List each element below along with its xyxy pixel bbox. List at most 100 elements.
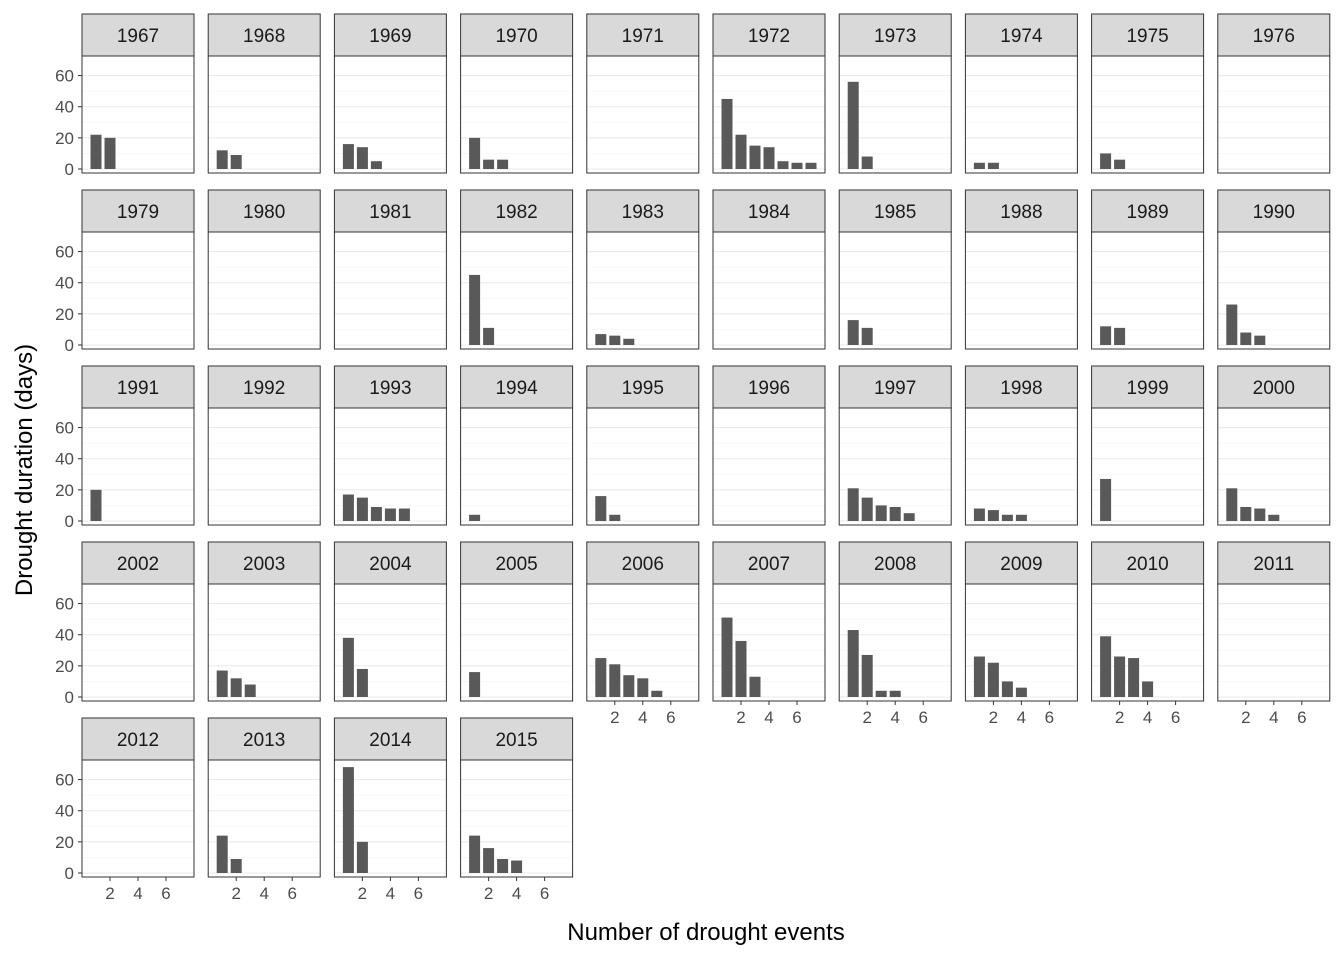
facet-panel-1968: 1968 [207, 13, 321, 174]
facet-panel-2012: 2012 0 20 40 60 2 4 6 [55, 717, 195, 903]
bar [469, 137, 481, 169]
facet-strip [712, 189, 826, 233]
y-axis-title: Drought duration (days) [11, 344, 38, 596]
bar [749, 145, 761, 169]
facet-panel-2005: 2005 [460, 541, 574, 702]
facet-strip [1217, 189, 1331, 233]
facet-panel-2002: 2002 0 20 40 60 [55, 541, 195, 707]
x-tick-label: 6 [161, 884, 170, 903]
bar [1226, 304, 1238, 345]
panel-border [460, 583, 574, 702]
bar [875, 690, 887, 697]
facet-panel-1975: 1975 [1091, 13, 1205, 174]
panel-border [964, 407, 1078, 526]
panel-border [838, 231, 952, 350]
facet-strip-label: 1988 [1000, 202, 1042, 223]
bar [1100, 326, 1112, 345]
facet-strip-label: 1983 [622, 202, 664, 223]
x-tick-label: 6 [1297, 708, 1306, 727]
panel-border [207, 407, 321, 526]
bar [370, 161, 382, 169]
bar [469, 835, 481, 873]
bar [595, 496, 607, 521]
bar [216, 150, 228, 169]
bar [1100, 478, 1112, 521]
facet-strip-label: 1998 [1000, 378, 1042, 399]
x-tick-label: 6 [666, 708, 675, 727]
facet-strip [1091, 189, 1205, 233]
x-tick-label: 4 [512, 884, 521, 903]
bar [1268, 514, 1280, 521]
x-tick-label: 2 [1115, 708, 1124, 727]
bar [1240, 332, 1252, 345]
facet-strip-label: 1976 [1253, 26, 1295, 47]
facet-strip-label: 1974 [1000, 26, 1043, 47]
panel-border [586, 407, 700, 526]
facet-panel-1973: 1973 [838, 13, 952, 174]
facet-strip-label: 1995 [622, 378, 664, 399]
panel-border [1091, 407, 1205, 526]
bar [1114, 159, 1126, 169]
bar [104, 137, 116, 169]
bar [609, 335, 621, 345]
facet-panel-1971: 1971 [586, 13, 700, 174]
bar [370, 506, 382, 521]
bar [791, 162, 803, 169]
bar [749, 676, 761, 697]
bar [973, 656, 985, 697]
facet-strip [1091, 365, 1205, 409]
y-tick-label: 40 [55, 802, 74, 821]
bar [469, 514, 481, 521]
y-tick-label: 20 [55, 305, 74, 324]
bar [483, 159, 495, 169]
panel-border [333, 583, 447, 702]
bar [469, 274, 481, 345]
panel-border [1217, 407, 1331, 526]
bar [987, 662, 999, 697]
bar [90, 134, 102, 169]
x-tick-label: 4 [386, 884, 395, 903]
facet-panel-1989: 1989 [1091, 189, 1205, 350]
facet-strip-label: 1968 [243, 26, 285, 47]
facet-strip-label: 1981 [369, 202, 411, 223]
facet-panel-1994: 1994 [460, 365, 574, 526]
facet-strip-label: 1975 [1126, 26, 1168, 47]
facet-strip [81, 13, 195, 57]
facet-strip [964, 13, 1078, 57]
facet-panel-2003: 2003 [207, 541, 321, 702]
bar [497, 159, 509, 169]
facet-strip-label: 1996 [748, 378, 790, 399]
bar [90, 489, 102, 521]
bar [497, 858, 509, 873]
facet-strip-label: 1967 [117, 26, 159, 47]
facet-strip-label: 1971 [622, 26, 664, 47]
facet-strip-label: 2008 [874, 554, 916, 575]
facet-strip-label: 2013 [243, 730, 285, 751]
facet-panel-1993: 1993 [333, 365, 447, 526]
facet-strip-label: 1973 [874, 26, 916, 47]
bar [1100, 153, 1112, 169]
facet-panel-1988: 1988 [964, 189, 1078, 350]
facet-panel-1984: 1984 [712, 189, 826, 350]
facet-panel-2006: 2006 2 4 6 [586, 541, 700, 727]
bar [216, 670, 228, 697]
facet-strip-label: 1989 [1126, 202, 1168, 223]
facet-panel-2008: 2008 2 4 6 [838, 541, 952, 727]
facet-panel-1970: 1970 [460, 13, 574, 174]
facet-strip [586, 13, 700, 57]
x-tick-label: 4 [890, 708, 899, 727]
bar [342, 637, 354, 697]
facet-strip [586, 365, 700, 409]
panel-border [586, 231, 700, 350]
y-tick-label: 60 [55, 419, 74, 438]
y-tick-label: 0 [65, 160, 74, 179]
facet-panel-1995: 1995 [586, 365, 700, 526]
bar [777, 161, 789, 169]
bar [356, 147, 368, 169]
facet-strip [712, 541, 826, 585]
facet-panel-1996: 1996 [712, 365, 826, 526]
bar [511, 860, 523, 873]
facet-panel-1990: 1990 [1217, 189, 1331, 350]
bar [1254, 508, 1266, 521]
